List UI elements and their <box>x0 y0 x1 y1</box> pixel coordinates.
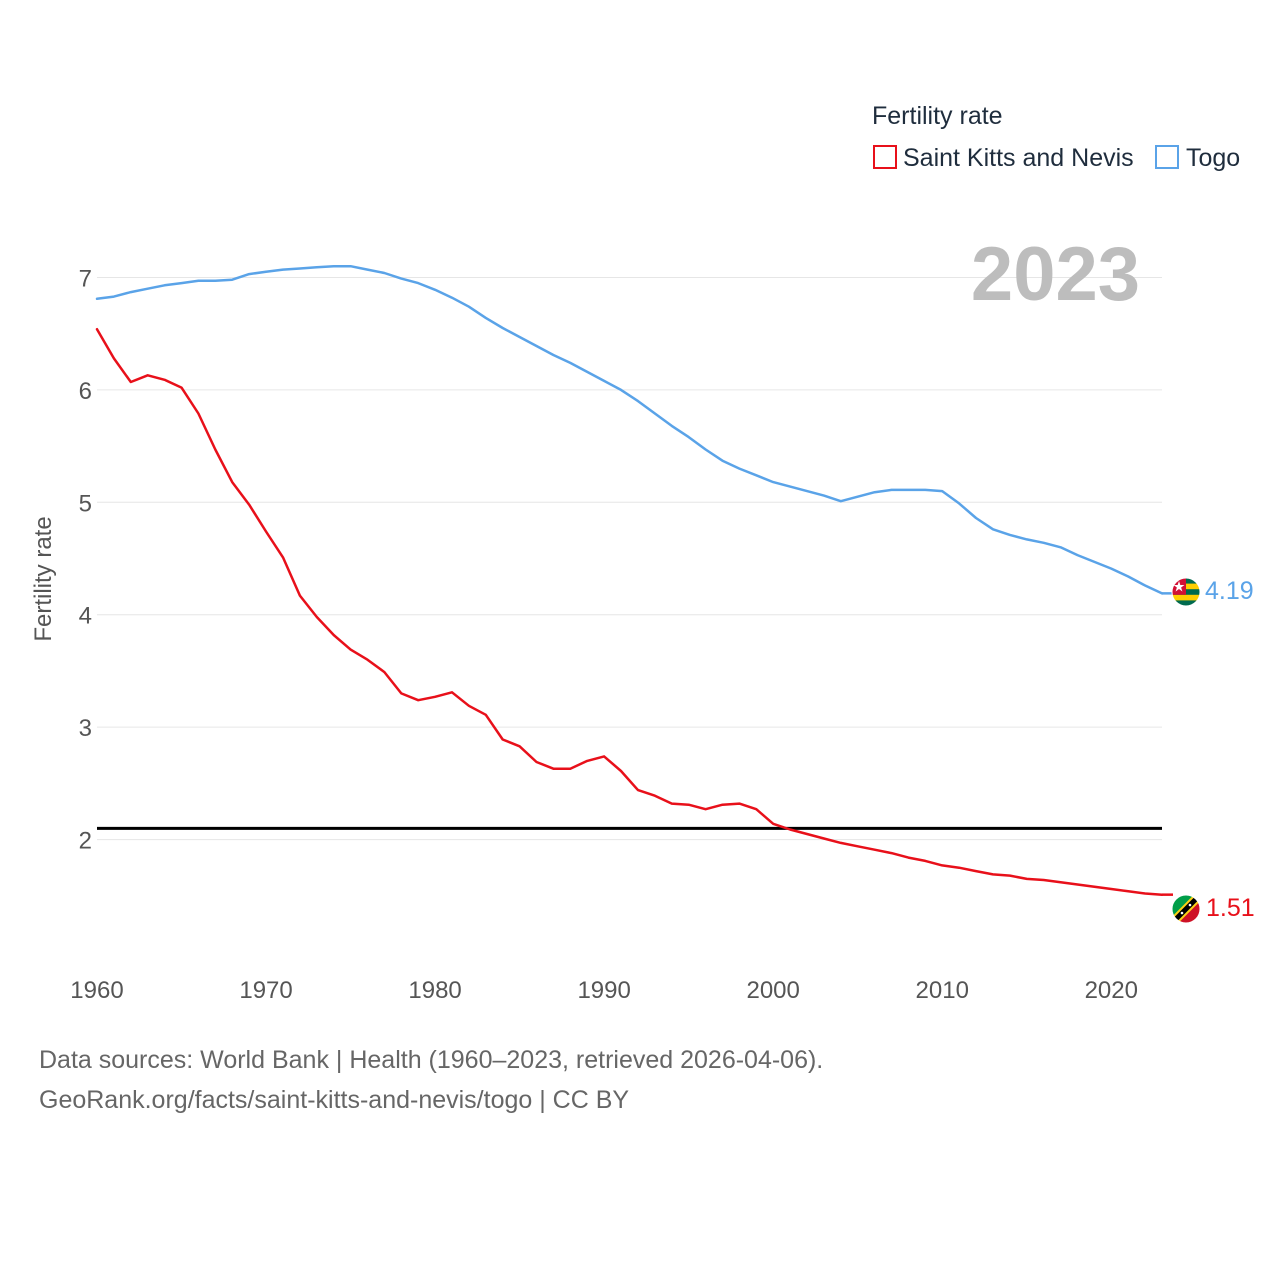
legend-swatch-togo[interactable] <box>1155 145 1179 169</box>
legend-label-saint-kitts-and-nevis[interactable]: Saint Kitts and Nevis <box>903 144 1134 172</box>
y-tick-label-6: 6 <box>79 378 92 405</box>
legend-title: Fertility rate <box>872 102 1003 130</box>
togo-flag-icon <box>1172 578 1200 606</box>
series-line-togo[interactable] <box>95 264 1164 595</box>
y-tick-label-4: 4 <box>79 603 92 630</box>
series-line-saint-kitts-and-nevis[interactable] <box>95 327 1164 896</box>
x-tick-label-2000: 2000 <box>746 977 799 1004</box>
x-tick-label-1990: 1990 <box>577 977 630 1004</box>
year-label: 2023 <box>971 232 1140 317</box>
legend-swatch-saint-kitts-and-nevis[interactable] <box>873 145 897 169</box>
x-tick-label-2010: 2010 <box>916 977 969 1004</box>
gridlines <box>97 276 1162 841</box>
x-axis-ticks: 1960 1970 1980 1990 2000 2010 2020 <box>70 977 1138 1004</box>
y-axis-ticks: 2 3 4 5 6 7 <box>79 265 92 854</box>
line-chart: 2 3 4 5 6 7 1960 1970 1980 1990 2000 2010 2020 Fert… <box>30 102 1255 1004</box>
y-axis-title: Fertility rate <box>30 516 57 641</box>
y-tick-label-3: 3 <box>79 715 92 742</box>
end-label-saint-kitts-and-nevis: 1.51 <box>1206 894 1255 922</box>
end-label-togo: 4.19 <box>1205 577 1254 605</box>
source-url-text[interactable]: GeoRank.org/facts/saint-kitts-and-nevis/… <box>39 1086 630 1114</box>
series-lines <box>95 264 1173 896</box>
x-tick-label-1980: 1980 <box>408 977 461 1004</box>
saint-kitts-and-nevis-flag-icon <box>1172 895 1200 923</box>
x-tick-label-1960: 1960 <box>70 977 123 1004</box>
data-sources-text: Data sources: World Bank | Health (1960–… <box>39 1046 824 1074</box>
y-tick-label-2: 2 <box>79 828 92 855</box>
y-tick-label-7: 7 <box>79 265 92 292</box>
legend-label-togo[interactable]: Togo <box>1186 144 1240 172</box>
x-tick-label-1970: 1970 <box>239 977 292 1004</box>
y-tick-label-5: 5 <box>79 490 92 517</box>
x-tick-label-2020: 2020 <box>1085 977 1138 1004</box>
footer: Data sources: World Bank | Health (1960–… <box>39 1040 1239 1120</box>
